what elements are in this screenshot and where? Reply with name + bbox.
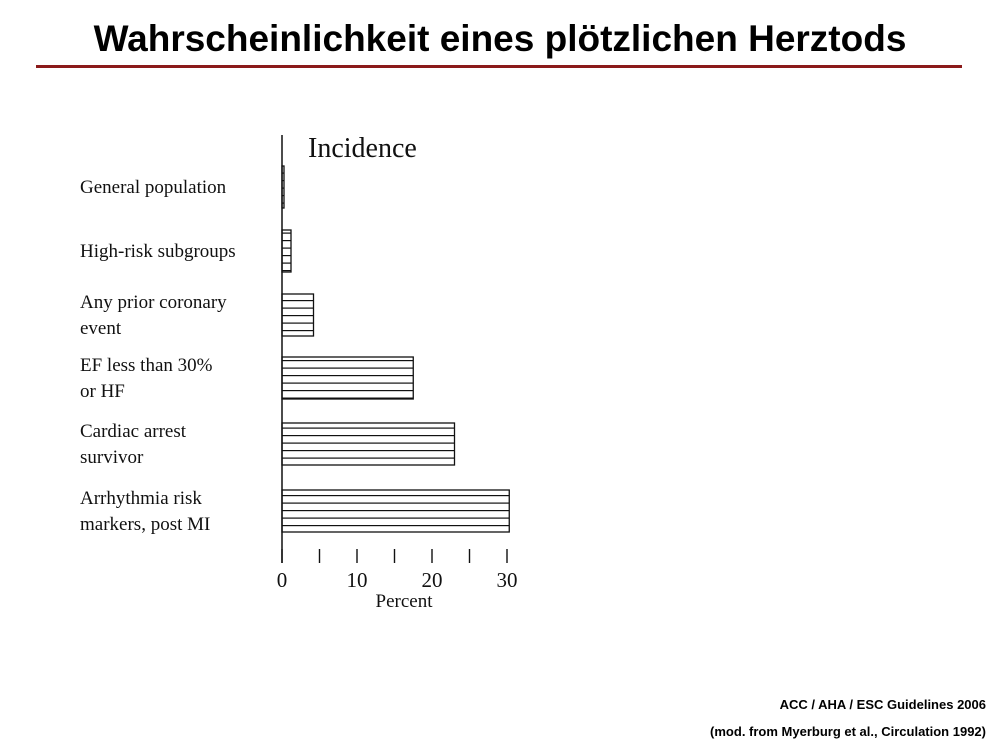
- category-label-line: Any prior coronary: [80, 292, 227, 313]
- bar-2: [281, 293, 315, 337]
- category-label-1: High-risk subgroups: [80, 241, 236, 262]
- x-tick-label: 30: [497, 568, 518, 592]
- category-label-4: Cardiac arrest survivor: [80, 421, 187, 468]
- category-label-line: EF less than 30%: [80, 355, 213, 376]
- category-label-line: survivor: [80, 447, 144, 468]
- slide-title: Wahrscheinlichkeit eines plötzlichen Her…: [93, 18, 907, 59]
- category-label-line: Arrhythmia risk: [80, 488, 202, 509]
- x-axis: 0 10 20 30: [277, 135, 518, 592]
- category-label-line: Cardiac arrest: [80, 421, 187, 442]
- bar-3: [281, 356, 414, 400]
- bars-group: [281, 165, 510, 533]
- category-label-line: High-risk subgroups: [80, 241, 236, 262]
- source-guidelines: ACC / AHA / ESC Guidelines 2006: [779, 697, 986, 712]
- bar-5: [281, 489, 510, 533]
- x-axis-label: Percent: [376, 591, 434, 612]
- category-label-2: Any prior coronary event: [80, 292, 227, 339]
- x-tick-label: 10: [347, 568, 368, 592]
- bar-1: [281, 229, 292, 273]
- title-divider: [36, 65, 962, 68]
- category-label-0: General population: [80, 177, 227, 198]
- category-label-line: event: [80, 318, 122, 339]
- x-tick-label: 20: [422, 568, 443, 592]
- bar-4: [281, 422, 456, 466]
- x-tick-label: 0: [277, 568, 288, 592]
- category-label-line: General population: [80, 177, 227, 198]
- category-labels: General population High-risk subgroups Any…: [80, 177, 236, 535]
- chart-title: Incidence: [308, 133, 417, 164]
- category-label-5: Arrhythmia risk markers, post MI: [80, 488, 210, 535]
- category-label-3: EF less than 30% or HF: [80, 355, 213, 402]
- category-label-line: or HF: [80, 381, 125, 402]
- category-label-line: markers, post MI: [80, 514, 210, 535]
- source-reference: (mod. from Myerburg et al., Circulation …: [710, 724, 986, 739]
